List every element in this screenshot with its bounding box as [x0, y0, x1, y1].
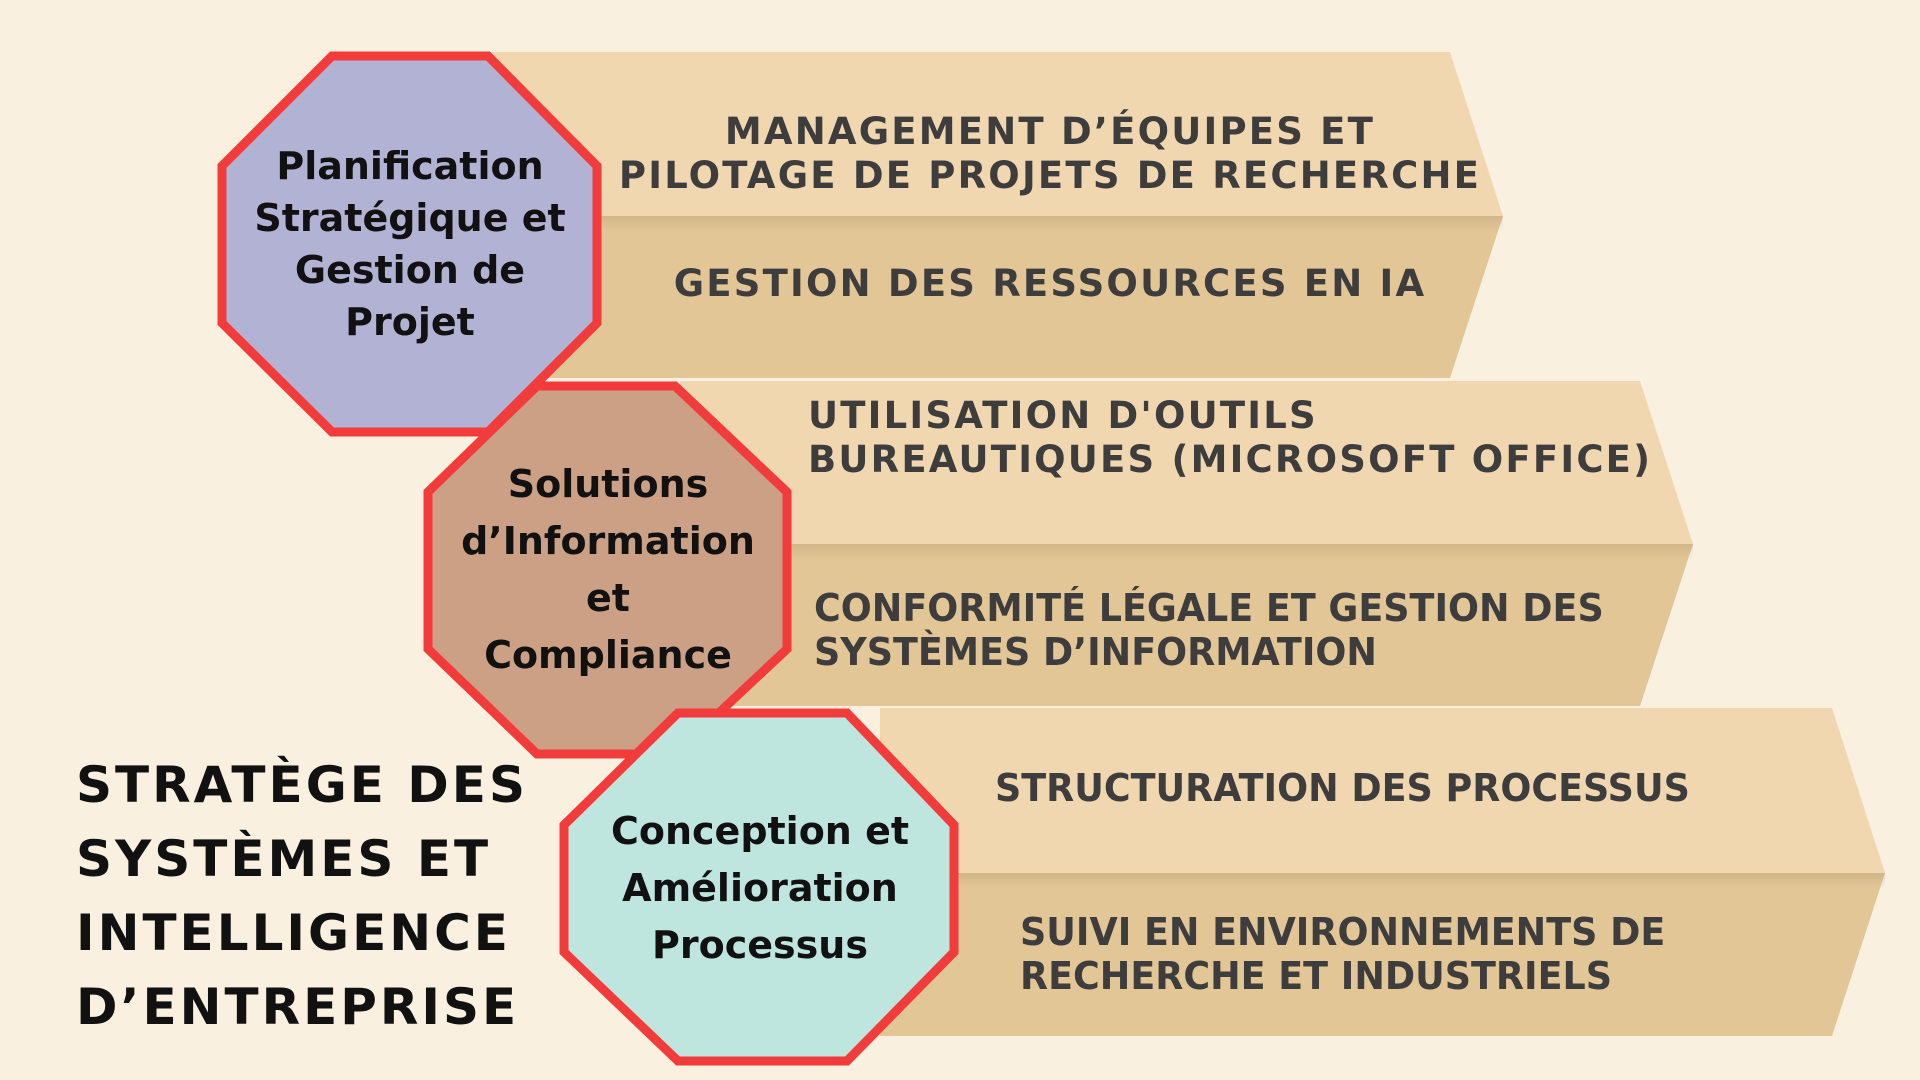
group-1-label: Planification Stratégique et Gestion de … — [254, 144, 566, 344]
arrow-1-band-shadow — [490, 216, 1503, 232]
group-2-item-1: UTILISATION D'OUTILS BUREAUTIQUES (MICRO… — [808, 394, 1653, 481]
arrow-3-bottom-band — [880, 873, 1885, 1036]
arrow-2-bottom-band — [680, 544, 1693, 706]
group-3-item-2: SUIVI EN ENVIRONNEMENTS DE RECHERCHE ET … — [1020, 910, 1666, 998]
arrow-3-top-band — [880, 708, 1885, 873]
main-title: STRATÈGE DES SYSTÈMES ET INTELLIGENCE D’… — [76, 756, 528, 1036]
group-3-item-1: STRUCTURATION DES PROCESSUS — [995, 766, 1690, 810]
arrow-2-band-shadow — [680, 544, 1693, 560]
group-3-label: Conception et Amélioration Processus — [610, 808, 910, 967]
group-1-item-1: MANAGEMENT D’ÉQUIPES ET PILOTAGE DE PROJ… — [618, 110, 1482, 197]
arrow-1-bottom-band — [490, 216, 1503, 378]
arrow-3-band-shadow — [880, 873, 1885, 889]
arrow-2-top-band — [680, 381, 1693, 544]
arrow-1-top-band — [490, 52, 1503, 216]
group-2-item-2: CONFORMITÉ LÉGALE ET GESTION DES SYSTÈME… — [814, 586, 1604, 674]
group-2-label: Solutions d’Information et Compliance — [461, 462, 755, 677]
octagon-3 — [559, 708, 959, 1066]
group-1-item-2: GESTION DES RESSOURCES EN IA — [673, 262, 1427, 305]
